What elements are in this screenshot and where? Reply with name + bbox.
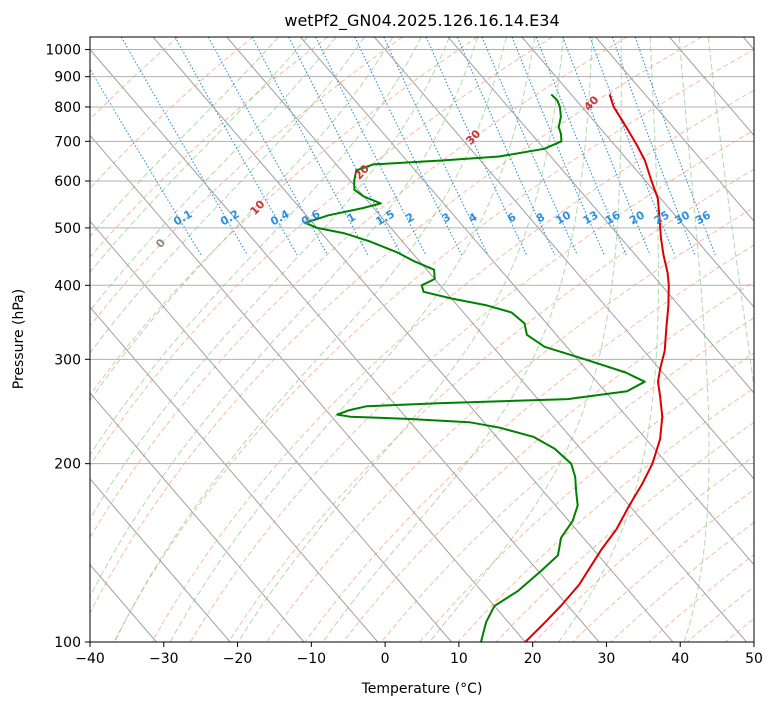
mixing-ratio-line [354,37,463,256]
isotherm [447,37,754,394]
isotherm [595,37,754,223]
x-tick-label: 50 [745,651,763,667]
moist-adiabat [114,37,507,642]
y-tick-label: 400 [54,278,81,294]
background-lines [90,37,754,642]
isotherm [90,392,305,642]
dry-adiabat [90,37,329,258]
isotherm [521,37,754,308]
y-tick-label: 300 [54,352,81,368]
dry-adiabat [90,37,553,467]
isotherm [90,134,526,642]
moist-adiabat [429,37,622,642]
mixing-ratio-line [174,37,298,256]
dry-adiabat [90,37,254,190]
axes: −40 −30 −20 −10 0 10 20 30 40 50 100 200 300 400 500 60… [45,43,763,667]
y-tick-label: 200 [54,457,81,473]
moist-adiabat [90,37,422,456]
mixing-ratio-line [288,37,402,256]
dry-adiabat [113,49,754,642]
isotherm [373,37,754,480]
x-tick-label: 20 [524,651,542,667]
dewpoint-line [304,93,646,642]
plot-frame [89,36,755,643]
dry-adiabat [90,37,703,614]
y-tick-label: 600 [54,174,81,190]
moist-adiabat [90,37,394,402]
mixing-ratio-line [425,37,528,256]
y-tick-label: 1000 [45,43,81,59]
dry-adiabat [304,244,754,642]
isotherm [90,220,452,642]
mixing-ratio-line [535,37,627,256]
mixing-ratio-line [456,37,556,256]
dry-adiabat [419,352,754,642]
x-axis-label: Temperature (°C) [361,681,483,697]
mixing-ratio-line [383,37,489,256]
x-tick-label: −40 [75,651,105,667]
moist-adiabat [322,37,593,642]
mixing-ratio-line [251,37,369,256]
isotherm [226,37,748,642]
y-tick-label: 700 [54,134,81,150]
mixing-ratio-line [589,37,676,256]
dry-adiabat [266,206,754,642]
x-tick-label: 30 [598,651,616,667]
y-tick-label: 800 [54,100,81,116]
isotherm [152,37,674,642]
x-tick-label: 40 [671,651,689,667]
mixing-ratio-line [90,68,202,256]
mixing-ratio-line [207,37,329,256]
isotherm [90,306,379,642]
isotherm [300,37,754,566]
y-tick-label: 900 [54,70,81,86]
moist-adiabat [90,37,279,238]
dry-adiabat [380,317,754,642]
moist-adiabat [707,37,754,391]
x-tick-label: 0 [381,651,390,667]
y-axis-label: Pressure (hPa) [11,289,27,389]
x-tick-label: 10 [450,651,468,667]
moist-adiabat [678,37,710,642]
mixing-ratio-line [634,37,716,256]
profile-lines [304,93,670,642]
y-tick-label: 100 [54,635,81,651]
chart-title: wetPf2_GN04.2025.126.16.14.E34 [284,11,559,31]
moist-adiabat [90,37,337,312]
y-tick-label: 500 [54,221,81,237]
isotherm [90,48,600,642]
isotherm [90,478,231,642]
dry-adiabat [90,37,478,397]
x-tick-label: −20 [223,651,253,667]
moist-adiabat [90,37,308,273]
x-tick-label: −30 [149,651,179,667]
moist-adiabat [237,37,564,642]
moist-adiabat [90,37,479,598]
mixing-ratio-line [315,37,427,256]
temperature-line [524,94,670,642]
mixing-ratio-line [611,37,696,256]
dry-adiabat [228,168,754,642]
moist-adiabat [90,37,450,520]
mixing-ratio-line [562,37,651,256]
x-tick-label: −10 [297,651,327,667]
moist-adiabat [558,37,659,642]
